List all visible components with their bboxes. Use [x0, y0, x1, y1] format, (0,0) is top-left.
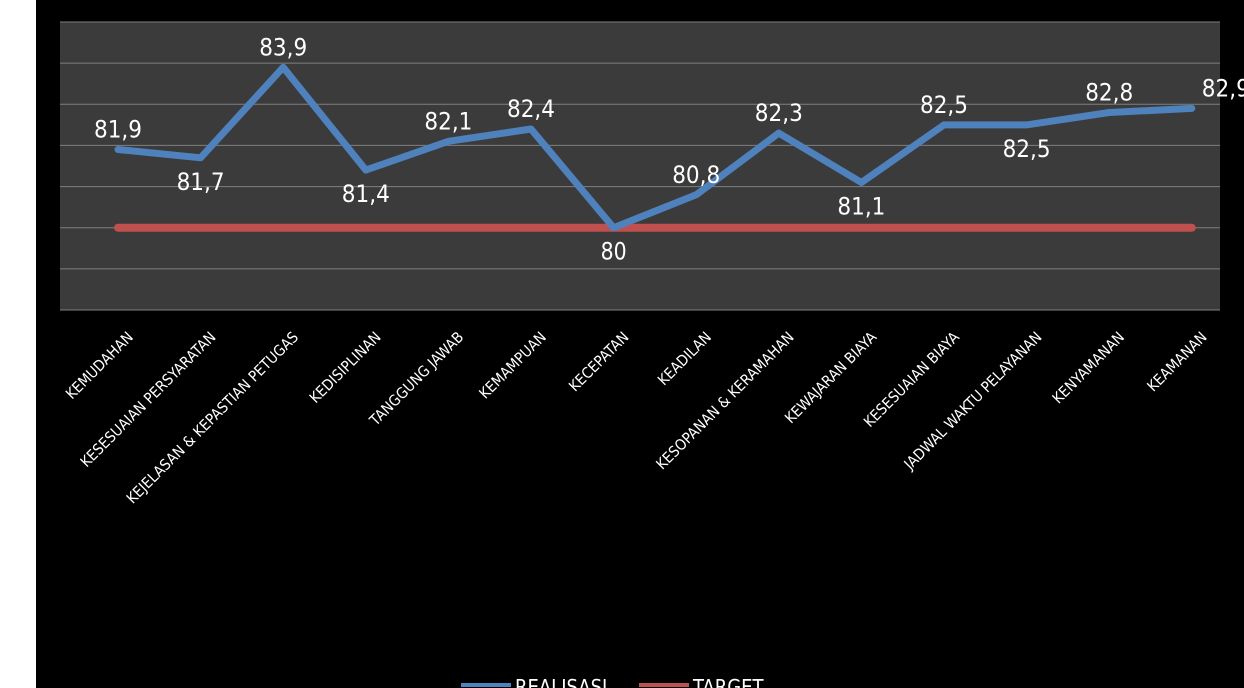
- y-tick-label: 84: [4, 49, 33, 78]
- data-label: 82,5: [1003, 135, 1051, 163]
- y-tick-label: 80: [4, 214, 33, 243]
- data-label: 82,1: [424, 107, 472, 135]
- data-label: 80: [601, 238, 627, 266]
- data-label: 82,3: [755, 99, 803, 127]
- y-tick-label: 78: [4, 296, 33, 325]
- y-tick-label: 85: [4, 8, 33, 37]
- legend-label-target: TARGET: [692, 675, 765, 688]
- y-tick-label: 81: [4, 173, 33, 202]
- chart-left-margin: [0, 0, 36, 688]
- data-labels: 81,9 81,7 83,9 81,4 82,1 82,4 80 80,8 82,3 81,1 82…: [94, 33, 1244, 265]
- data-label: 82,4: [507, 95, 555, 123]
- data-label: 82,8: [1085, 79, 1133, 107]
- data-label: 81,1: [837, 192, 885, 220]
- y-tick-label: 83: [4, 90, 33, 119]
- data-label: 81,4: [342, 180, 390, 208]
- data-label: 80,8: [672, 161, 720, 189]
- series-lines: [114, 63, 1196, 232]
- y-axis-tick-labels: 78 79 80 81 82 83 84 85: [4, 8, 33, 325]
- data-label: 82,9: [1202, 74, 1244, 102]
- data-label: 81,9: [94, 116, 142, 144]
- data-label: 83,9: [259, 33, 307, 61]
- plot-area: [60, 22, 1220, 310]
- data-label: 82,5: [920, 91, 968, 119]
- y-tick-label: 82: [4, 131, 33, 160]
- series-line-realisasi: [114, 63, 1196, 232]
- y-tick-label: 79: [4, 255, 33, 284]
- legend: REALISASI TARGET: [461, 675, 765, 688]
- legend-label-realisasi: REALISASI: [515, 675, 607, 688]
- data-label: 81,7: [177, 168, 225, 196]
